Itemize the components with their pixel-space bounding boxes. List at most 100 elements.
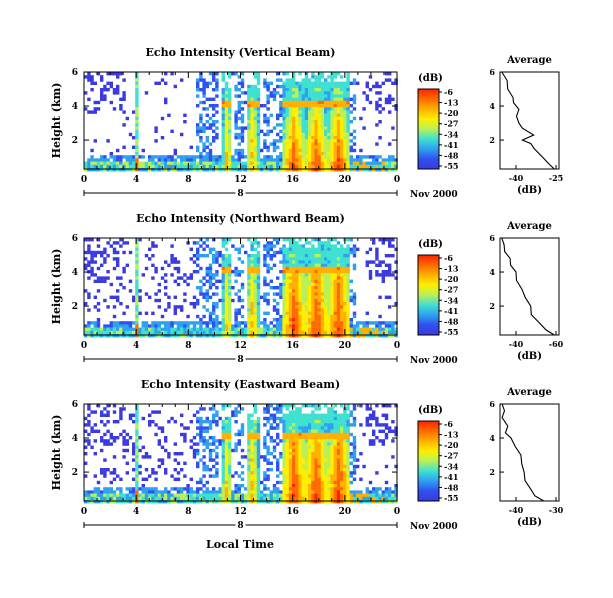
heatmap-cell — [327, 429, 331, 433]
heatmap-cell — [311, 490, 315, 494]
heatmap-cell — [218, 487, 222, 491]
heatmap-cell — [298, 136, 302, 140]
heatmap-cell — [304, 132, 309, 137]
heatmap-cell — [256, 148, 261, 153]
heatmap-cell — [301, 279, 305, 283]
heatmap-cell — [263, 436, 267, 440]
heatmap-cell — [330, 270, 334, 274]
heatmap-cell — [228, 302, 232, 306]
heatmap-cell — [148, 423, 152, 427]
heatmap-cell — [253, 238, 257, 242]
heatmap-cell — [151, 158, 155, 162]
heatmap-cell — [221, 136, 225, 140]
heatmap-cell — [135, 404, 139, 408]
heatmap-cell — [199, 477, 203, 481]
heatmap-cell — [304, 260, 309, 264]
heatmap-cell — [138, 496, 142, 501]
heatmap-cell — [330, 289, 334, 293]
heatmap-cell — [196, 432, 200, 437]
heatmap-cell — [228, 490, 232, 494]
heatmap-cell — [282, 480, 286, 485]
heatmap-cell — [170, 500, 174, 504]
heatmap-cell — [343, 420, 347, 424]
heatmap-cell — [106, 413, 110, 417]
heatmap-cell — [224, 273, 229, 277]
heatmap-cell — [330, 298, 334, 303]
heatmap-cell — [292, 426, 296, 430]
heatmap-cell — [266, 97, 270, 101]
heatmap-cell — [282, 295, 286, 299]
heatmap-cell — [212, 321, 216, 325]
heatmap-cell — [288, 132, 293, 137]
heatmap-cell — [189, 439, 193, 443]
heatmap-cell — [327, 432, 331, 437]
heatmap-cell — [282, 423, 286, 427]
heatmap-cell — [234, 410, 238, 414]
heatmap-cell — [228, 458, 232, 462]
heatmap-cell — [224, 330, 229, 335]
heatmap-cell — [298, 81, 302, 85]
heatmap-cell — [250, 266, 254, 271]
heatmap-cell — [125, 168, 129, 172]
heatmap-cell — [180, 496, 184, 501]
heatmap-cell — [100, 439, 104, 443]
heatmap-cell — [346, 311, 350, 315]
heatmap-cell — [260, 129, 264, 133]
heatmap-cell — [244, 321, 248, 325]
heatmap-cell — [336, 490, 341, 494]
heatmap-cell — [336, 477, 341, 481]
heatmap-cell — [308, 104, 312, 108]
heatmap-cell — [320, 276, 325, 280]
heatmap-cell — [346, 136, 350, 140]
heatmap-cell — [333, 279, 337, 283]
heatmap-cell — [333, 84, 337, 89]
heatmap-cell — [282, 116, 286, 121]
heatmap-cell — [167, 164, 171, 169]
heatmap-cell — [298, 238, 302, 242]
heatmap-cell — [132, 321, 136, 325]
heatmap-cell — [266, 123, 270, 127]
heatmap-cell — [288, 158, 293, 162]
heatmap-cell — [218, 330, 222, 335]
heatmap-cell — [212, 257, 216, 261]
heatmap-cell — [135, 81, 139, 85]
heatmap-cell — [327, 484, 331, 488]
heatmap-cell — [218, 496, 222, 501]
heatmap-cell — [93, 410, 97, 414]
heatmap-cell — [90, 445, 94, 449]
heatmap-cell — [288, 330, 293, 335]
heatmap-cell — [148, 334, 152, 338]
heatmap-cell — [324, 91, 328, 95]
heatmap-cell — [285, 257, 289, 261]
heatmap-cell — [298, 302, 302, 306]
heatmap-cell — [311, 474, 315, 478]
heatmap-cell — [186, 500, 190, 504]
heatmap-cell — [237, 100, 241, 105]
heatmap-cell — [112, 107, 117, 111]
heatmap-cell — [205, 139, 209, 143]
heatmap-cell — [298, 247, 302, 251]
heatmap-cell — [256, 161, 261, 165]
heatmap-cell — [314, 461, 318, 465]
heatmap-cell — [295, 292, 299, 296]
heatmap-cell — [279, 123, 283, 127]
heatmap-cell — [228, 279, 232, 283]
heatmap-cell — [173, 493, 177, 497]
heatmap-cell — [298, 423, 302, 427]
heatmap-cell — [100, 330, 104, 335]
heatmap-cell — [256, 426, 261, 430]
heatmap-cell — [352, 250, 357, 255]
heatmap-cell — [224, 423, 229, 427]
heatmap-cell — [234, 407, 238, 411]
heatmap-cell — [237, 442, 241, 446]
heatmap-cell — [301, 142, 305, 146]
heatmap-cell — [253, 257, 257, 261]
heatmap-cell — [247, 295, 251, 299]
heatmap-cell — [253, 455, 257, 459]
heatmap-cell — [253, 266, 257, 271]
heatmap-cell — [84, 416, 88, 421]
heatmap-cell — [330, 254, 334, 258]
heatmap-cell — [301, 254, 305, 258]
heatmap-cell — [138, 311, 142, 315]
heatmap-cell — [96, 493, 101, 497]
